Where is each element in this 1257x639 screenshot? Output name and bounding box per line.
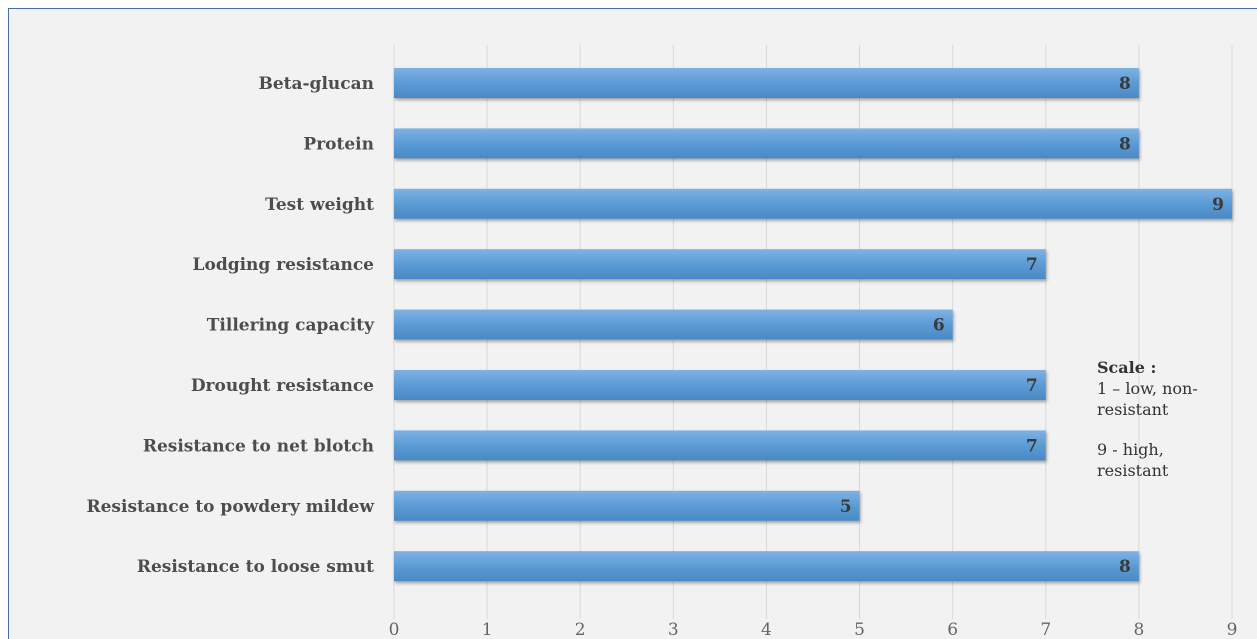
scale-title: Scale : bbox=[1097, 358, 1157, 377]
x-tick-label: 8 bbox=[1133, 620, 1144, 639]
x-tick-label: 1 bbox=[482, 620, 493, 639]
bar bbox=[394, 128, 1139, 159]
data-labels: 8 8 9 7 6 7 7 5 8 bbox=[840, 74, 1224, 577]
bar bbox=[394, 249, 1046, 280]
value-label: 6 bbox=[933, 316, 945, 336]
bar bbox=[394, 68, 1139, 98]
bar bbox=[394, 551, 1139, 582]
scale-legend: Scale : 1 – low, non- resistant 9 - high… bbox=[1097, 357, 1247, 481]
scale-line-low-2: resistant bbox=[1097, 400, 1169, 419]
value-label: 9 bbox=[1212, 195, 1224, 215]
value-label: 8 bbox=[1119, 557, 1131, 577]
category-labels: Beta-glucan Protein Test weight Lodging res… bbox=[86, 74, 375, 577]
bars bbox=[394, 68, 1232, 582]
category-label: Lodging resistance bbox=[193, 255, 375, 275]
x-tick-label: 2 bbox=[575, 620, 586, 639]
bar bbox=[394, 370, 1046, 400]
value-label: 8 bbox=[1119, 74, 1131, 94]
bar bbox=[394, 309, 953, 340]
x-tick-label: 3 bbox=[668, 620, 679, 639]
x-tick-label: 5 bbox=[854, 620, 865, 639]
x-tick-label: 6 bbox=[947, 620, 958, 639]
category-label: Beta-glucan bbox=[258, 74, 374, 94]
category-label: Resistance to powdery mildew bbox=[86, 497, 374, 517]
category-label: Protein bbox=[303, 134, 374, 154]
x-tick-label: 0 bbox=[389, 620, 400, 639]
value-label: 7 bbox=[1026, 255, 1038, 275]
value-label: 7 bbox=[1026, 376, 1038, 396]
category-label: Test weight bbox=[265, 195, 374, 215]
bar bbox=[394, 188, 1232, 219]
scale-line-low: 1 – low, non- bbox=[1097, 379, 1198, 398]
value-label: 5 bbox=[840, 497, 852, 517]
category-label: Resistance to loose smut bbox=[137, 557, 374, 577]
category-label: Tillering capacity bbox=[207, 316, 375, 336]
x-tick-label: 7 bbox=[1040, 620, 1051, 639]
bar bbox=[394, 430, 1046, 461]
value-label: 7 bbox=[1026, 436, 1038, 456]
x-axis-ticks: 0 1 2 3 4 5 6 7 8 9 bbox=[389, 620, 1238, 639]
category-label: Drought resistance bbox=[191, 376, 374, 396]
value-label: 8 bbox=[1119, 134, 1131, 154]
scale-line-high-2: resistant bbox=[1097, 461, 1169, 480]
bar bbox=[394, 490, 860, 521]
category-label: Resistance to net blotch bbox=[143, 436, 374, 456]
x-tick-label: 4 bbox=[761, 620, 772, 639]
scale-line-high: 9 - high, bbox=[1097, 440, 1164, 459]
x-tick-label: 9 bbox=[1227, 620, 1238, 639]
